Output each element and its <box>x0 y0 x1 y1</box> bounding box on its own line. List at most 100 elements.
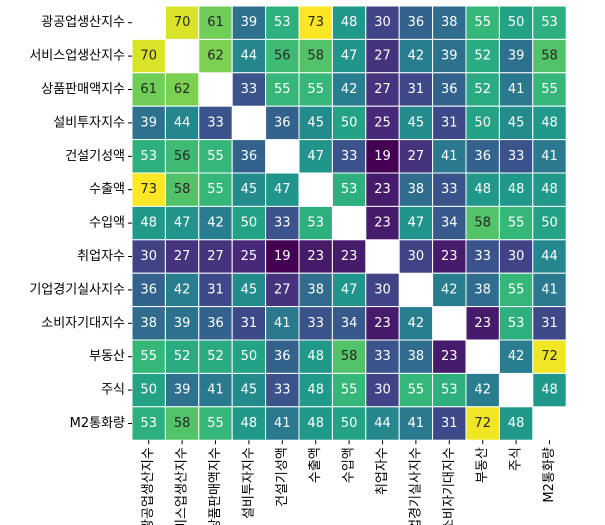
heatmap-cell <box>164 306 200 341</box>
heatmap-cell-value: 47 <box>341 282 358 297</box>
heatmap-cell-value: 38 <box>307 282 324 297</box>
heatmap-cell-value: 23 <box>374 216 391 231</box>
heatmap-cell-value: 33 <box>341 149 358 164</box>
heatmap-cell-value: 61 <box>207 15 224 30</box>
heatmap-cell <box>498 306 534 341</box>
heatmap-cell <box>198 38 233 74</box>
heatmap-cell <box>398 5 434 40</box>
y-axis-tick-label: 취업자수 <box>77 249 125 264</box>
heatmap-cell-value: 45 <box>307 115 324 130</box>
heatmap-cell-value: 23 <box>474 316 491 331</box>
heatmap-cell-value: 41 <box>541 282 558 297</box>
heatmap-cell <box>331 406 367 441</box>
x-axis-tick-label: 소비자기대지수 <box>442 447 457 525</box>
heatmap-cell <box>131 239 166 274</box>
heatmap-cell-value: 47 <box>274 182 291 197</box>
x-axis-tick-label: 서비스업생산지수 <box>175 447 190 525</box>
heatmap-cell-value: 47 <box>174 216 191 231</box>
heatmap-cell-value: 33 <box>241 82 258 97</box>
heatmap-cell <box>331 139 367 174</box>
heatmap-cell <box>365 339 400 374</box>
heatmap-cell <box>398 38 434 74</box>
heatmap-cell <box>465 205 500 241</box>
heatmap-cell-value: 50 <box>541 216 558 231</box>
heatmap-cell-value: 33 <box>474 249 491 264</box>
heatmap-cell-value: 72 <box>474 416 491 431</box>
heatmap-cell-value: 38 <box>474 282 491 297</box>
heatmap-cell-value: 36 <box>241 149 258 164</box>
heatmap-cell <box>432 272 467 308</box>
heatmap-cell-value: 58 <box>307 49 324 64</box>
heatmap-cell <box>131 205 166 241</box>
heatmap-cell-value: 41 <box>207 383 224 398</box>
heatmap-cell <box>498 339 534 374</box>
heatmap-cell-value: 53 <box>140 416 157 431</box>
heatmap-cell-value: 55 <box>341 383 358 398</box>
heatmap-cell <box>398 139 434 174</box>
heatmap-cell <box>532 38 567 74</box>
heatmap-cell-value: 42 <box>508 349 525 364</box>
heatmap-cell-value: 39 <box>241 15 258 30</box>
heatmap-cell-value: 53 <box>341 182 358 197</box>
heatmap-cell <box>131 172 166 207</box>
heatmap-cell <box>465 38 500 74</box>
heatmap-cell <box>265 239 300 274</box>
heatmap-cell-value: 36 <box>140 282 157 297</box>
heatmap-cell <box>331 239 367 274</box>
heatmap-cell-value: 27 <box>207 249 224 264</box>
x-axis-tick-label: 상품판매액지수 <box>208 447 223 525</box>
heatmap-cell <box>231 306 267 341</box>
y-axis-tick-label: 설비투자지수 <box>53 115 125 130</box>
heatmap-cell <box>432 205 467 241</box>
heatmap-cell-value: 42 <box>341 82 358 97</box>
heatmap-cell <box>198 406 233 441</box>
heatmap-cell <box>131 406 166 441</box>
y-axis-tick-label: 광공업생산지수 <box>41 15 125 30</box>
heatmap-cell <box>498 38 534 74</box>
heatmap-cell <box>331 372 367 408</box>
heatmap-cell-value: 53 <box>307 216 324 231</box>
heatmap-cell-value: 61 <box>140 82 157 97</box>
heatmap-cell-value: 31 <box>408 82 425 97</box>
heatmap-cell-value: 23 <box>374 316 391 331</box>
heatmap-cell-value: 31 <box>207 282 224 297</box>
heatmap-cell <box>432 105 467 141</box>
heatmap-cell-value: 52 <box>474 49 491 64</box>
heatmap-cell-value: 30 <box>508 249 525 264</box>
heatmap-cell-value: 58 <box>341 349 358 364</box>
heatmap-cell <box>198 5 233 40</box>
heatmap-cell <box>365 272 400 308</box>
heatmap-cell-value: 27 <box>274 282 291 297</box>
heatmap-cell-value: 48 <box>541 383 558 398</box>
heatmap-cell-value: 41 <box>274 416 291 431</box>
y-axis-tick-label: 기업경기실사지수 <box>29 282 125 297</box>
heatmap-cell <box>231 239 267 274</box>
heatmap-cell-value: 33 <box>274 383 291 398</box>
heatmap-cell-value: 23 <box>307 249 324 264</box>
heatmap-cell-value: 70 <box>174 15 191 30</box>
heatmap-cell-value: 48 <box>508 416 525 431</box>
heatmap-cell-value: 33 <box>207 115 224 130</box>
heatmap-cell <box>164 72 200 107</box>
heatmap-cell-value: 42 <box>174 282 191 297</box>
heatmap-cell <box>298 205 333 241</box>
heatmap-cell-value: 48 <box>307 416 324 431</box>
heatmap-cells: 70 61 39 53 73 48 30 36 38 55 50 53 70 62 44 56 58 47 27 42… <box>131 5 567 441</box>
heatmap-cell-value: 30 <box>374 282 391 297</box>
heatmap-cell <box>231 406 267 441</box>
heatmap-cell <box>265 406 300 441</box>
heatmap-cell <box>331 5 367 40</box>
heatmap-cell-value: 52 <box>174 349 191 364</box>
heatmap-cell <box>365 38 400 74</box>
heatmap-cell-value: 19 <box>374 149 391 164</box>
heatmap-cell <box>532 372 567 408</box>
heatmap-cell-value: 48 <box>307 349 324 364</box>
heatmap-cell-value: 38 <box>408 182 425 197</box>
heatmap-cell-value: 41 <box>541 149 558 164</box>
heatmap-cell-value: 56 <box>274 49 291 64</box>
heatmap-cell <box>164 5 200 40</box>
heatmap-cell <box>198 239 233 274</box>
heatmap-cell <box>131 105 166 141</box>
heatmap-cell <box>498 406 534 441</box>
heatmap-cell-value: 36 <box>441 82 458 97</box>
